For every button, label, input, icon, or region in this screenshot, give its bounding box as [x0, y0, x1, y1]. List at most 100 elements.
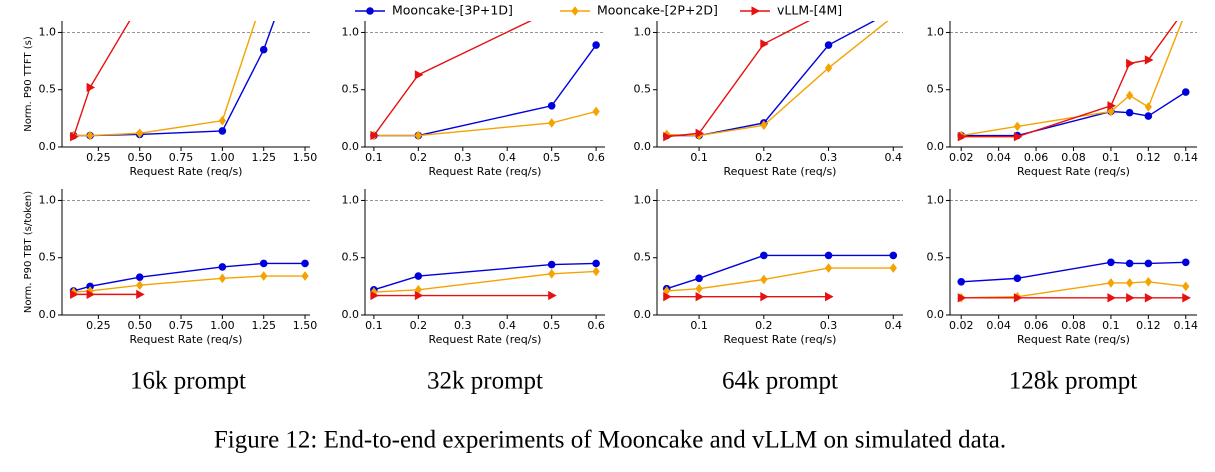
marker [1181, 88, 1190, 96]
plot-area [662, 7, 897, 142]
x-tick-label: 0.3 [820, 151, 838, 164]
y-tick-label: 1.0 [634, 193, 652, 206]
x-tick-label: 1.00 [210, 151, 235, 164]
y-tick-label: 0.0 [342, 308, 360, 321]
x-tick-label: 0.25 [86, 319, 111, 332]
marker [957, 277, 966, 286]
y-tick-label: 0.0 [927, 308, 945, 321]
x-tick-label: 0.08 [1061, 319, 1086, 332]
x-tick-label: 1.25 [251, 319, 276, 332]
x-tick-label: 0.3 [454, 151, 472, 164]
plot-area [957, 258, 1191, 303]
marker [1013, 293, 1023, 303]
series-line [666, 21, 876, 137]
column-label: 16k prompt [130, 368, 246, 395]
x-tick-label: 1.25 [251, 151, 276, 164]
legend-marker [571, 6, 579, 16]
marker [695, 283, 703, 294]
y-tick-label: 0.5 [927, 251, 945, 264]
marker [136, 280, 144, 291]
series-line [961, 21, 1183, 137]
series-line [666, 21, 810, 138]
marker [260, 271, 268, 281]
marker [301, 271, 309, 281]
y-tick-label: 0.0 [39, 308, 57, 321]
x-tick-label: 0.1 [365, 151, 383, 164]
x-tick-label: 0.12 [1136, 319, 1161, 332]
y-tick-label: 1.0 [39, 193, 57, 206]
x-tick-label: 0.3 [820, 319, 838, 332]
legend-marker [366, 7, 374, 15]
x-axis-label: Request Rate (req/s) [1017, 165, 1130, 178]
x-tick-label: 0.14 [1174, 151, 1199, 164]
y-tick-label: 0.5 [342, 251, 360, 264]
marker [1013, 121, 1021, 132]
y-tick-label: 0.0 [634, 140, 652, 153]
marker [824, 263, 833, 273]
marker [1013, 274, 1022, 283]
x-tick-label: 0.1 [690, 151, 708, 164]
marker [218, 115, 226, 126]
x-tick-label: 0.2 [410, 319, 428, 332]
x-tick-label: 0.6 [587, 319, 605, 332]
x-tick-label: 0.4 [498, 151, 516, 164]
marker [1126, 90, 1134, 101]
legend-label: Mooncake-[2P+2D] [597, 3, 718, 18]
x-tick-label: 0.08 [1061, 151, 1086, 164]
y-tick-label: 0.5 [634, 83, 652, 96]
series-line [72, 21, 131, 137]
x-tick-label: 0.5 [543, 151, 561, 164]
x-tick-label: 0.4 [885, 151, 903, 164]
y-tick-label: 0.0 [39, 140, 57, 153]
x-tick-label: 0.6 [587, 151, 605, 164]
x-tick-label: 0.5 [543, 319, 561, 332]
series-line [73, 275, 306, 293]
marker [1144, 259, 1153, 268]
marker [893, 21, 894, 22]
y-axis-label: Norm. P90 TTFT (s) [23, 36, 34, 132]
marker [218, 127, 227, 135]
marker [414, 70, 424, 80]
marker [824, 251, 833, 260]
x-axis-label: Request Rate (req/s) [1017, 333, 1130, 346]
marker [1107, 101, 1116, 111]
marker [1144, 276, 1152, 287]
series-line [666, 21, 889, 137]
marker [760, 120, 768, 131]
marker [825, 292, 834, 302]
marker [695, 128, 705, 138]
marker [547, 101, 556, 110]
marker [695, 274, 703, 283]
x-tick-label: 0.3 [454, 319, 472, 332]
x-tick-label: 0.75 [169, 151, 194, 164]
marker [957, 293, 967, 303]
marker [548, 268, 556, 279]
column-label: 32k prompt [427, 368, 543, 395]
marker [889, 251, 898, 260]
marker [663, 292, 672, 302]
x-axis-label: Request Rate (req/s) [724, 333, 837, 346]
x-tick-label: 0.1 [1102, 151, 1120, 164]
marker [890, 7, 897, 14]
marker [70, 132, 79, 142]
x-tick-label: 0.75 [169, 319, 194, 332]
marker [259, 259, 268, 268]
y-tick-label: 0.5 [39, 83, 57, 96]
marker [760, 292, 769, 302]
series-line [961, 21, 1178, 138]
y-tick-label: 1.0 [342, 25, 360, 38]
marker [1144, 112, 1153, 120]
series-line [961, 91, 1187, 137]
series-line [961, 261, 1186, 283]
y-tick-label: 0.5 [634, 251, 652, 264]
marker [259, 45, 268, 54]
y-tick-label: 1.0 [39, 25, 57, 38]
marker [414, 290, 424, 301]
x-tick-label: 0.04 [986, 151, 1011, 164]
x-tick-label: 0.50 [127, 151, 152, 164]
marker [548, 118, 556, 128]
plot-area [69, 259, 309, 300]
marker [592, 106, 600, 117]
x-tick-label: 0.04 [986, 319, 1011, 332]
